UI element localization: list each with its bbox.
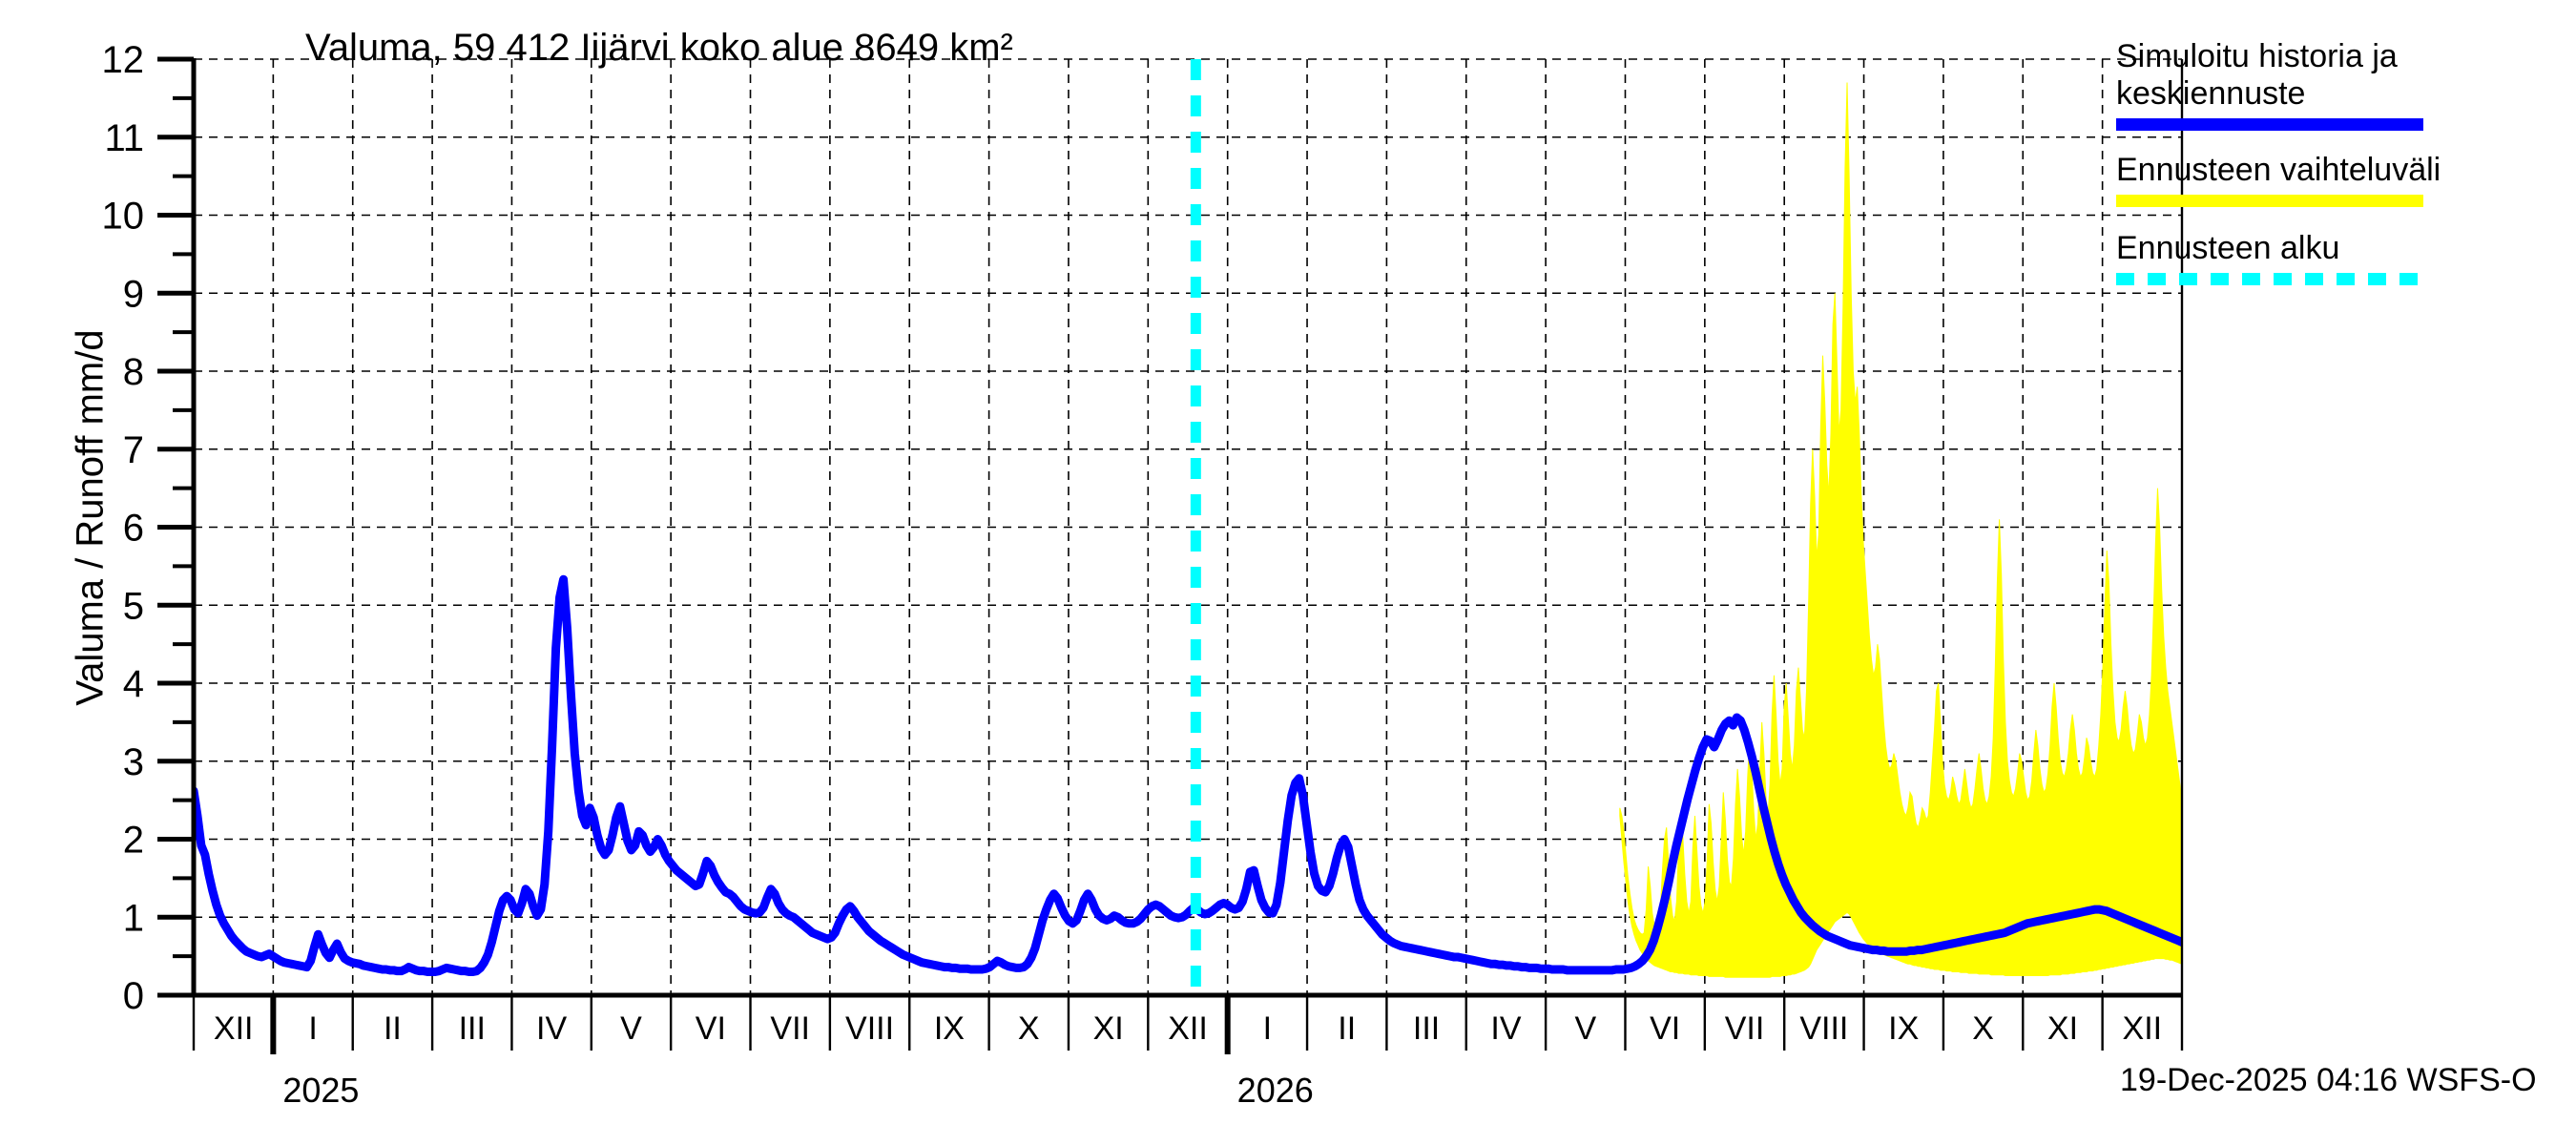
x-month-label: XII [214, 1010, 254, 1047]
y-tick-label: 12 [102, 39, 145, 81]
page-title: Valuma, 59 412 Iijärvi koko alue 8649 km… [305, 27, 1013, 69]
legend-label-range: Ennusteen vaihteluväli [2116, 152, 2441, 189]
chart-legend: Simuloitu historia ja keskiennuste Ennus… [2116, 38, 2565, 295]
x-month-label: I [308, 1010, 317, 1047]
y-tick-label: 0 [123, 975, 144, 1017]
x-month-label: IX [1888, 1010, 1919, 1047]
x-month-label: II [384, 1010, 402, 1047]
x-month-label: IV [1490, 1010, 1521, 1047]
y-tick-label: 1 [123, 897, 144, 939]
x-month-label: VII [1725, 1010, 1765, 1047]
forecast-range-band [1619, 82, 2182, 978]
x-month-label: IV [536, 1010, 567, 1047]
x-month-label: VI [1650, 1010, 1680, 1047]
x-year-label: 2025 [282, 1071, 359, 1110]
y-tick-label: 9 [123, 273, 144, 315]
y-tick-label: 8 [123, 351, 144, 393]
y-tick-label: 5 [123, 585, 144, 627]
x-month-label: VIII [1799, 1010, 1848, 1047]
x-month-label: VIII [845, 1010, 894, 1047]
y-tick-label: 10 [102, 196, 145, 238]
x-month-label: XI [1093, 1010, 1124, 1047]
x-year-label: 2026 [1237, 1071, 1314, 1110]
x-month-label: IX [934, 1010, 965, 1047]
y-tick-label: 3 [123, 741, 144, 783]
y-tick-label: 7 [123, 429, 144, 471]
y-tick-label: 6 [123, 508, 144, 550]
x-month-label: VII [770, 1010, 810, 1047]
x-month-label: X [1018, 1010, 1040, 1047]
y-tick-label: 4 [123, 663, 144, 705]
x-month-label: VI [696, 1010, 726, 1047]
legend-entry-forecast-start: Ennusteen alku [2116, 230, 2565, 286]
x-month-label: V [620, 1010, 642, 1047]
legend-swatch-range-band [2116, 195, 2423, 208]
timestamp-footer: 19-Dec-2025 04:16 WSFS-O [2120, 1062, 2537, 1099]
x-month-label: III [459, 1010, 486, 1047]
x-month-label: III [1413, 1010, 1440, 1047]
timestamp-text: 19-Dec-2025 04:16 WSFS-O [2120, 1062, 2537, 1098]
x-month-label: X [1972, 1010, 1994, 1047]
legend-swatch-simulated-line [2116, 118, 2423, 132]
legend-entry-range: Ennusteen vaihteluväli [2116, 152, 2565, 208]
x-month-label: II [1338, 1010, 1356, 1047]
x-month-label: XII [2123, 1010, 2163, 1047]
y-tick-label: 2 [123, 820, 144, 862]
x-month-label: V [1574, 1010, 1596, 1047]
legend-label-simulated: Simuloitu historia ja keskiennuste [2116, 38, 2398, 113]
legend-entry-simulated: Simuloitu historia ja keskiennuste [2116, 38, 2565, 132]
x-month-label: I [1263, 1010, 1272, 1047]
x-month-label: XII [1168, 1010, 1208, 1047]
x-month-label: XI [2047, 1010, 2078, 1047]
legend-swatch-forecast-start-dash [2116, 273, 2423, 286]
simulated-mean-line [194, 574, 2182, 976]
y-tick-label: 11 [104, 117, 144, 159]
legend-label-forecast-start: Ennusteen alku [2116, 230, 2340, 267]
